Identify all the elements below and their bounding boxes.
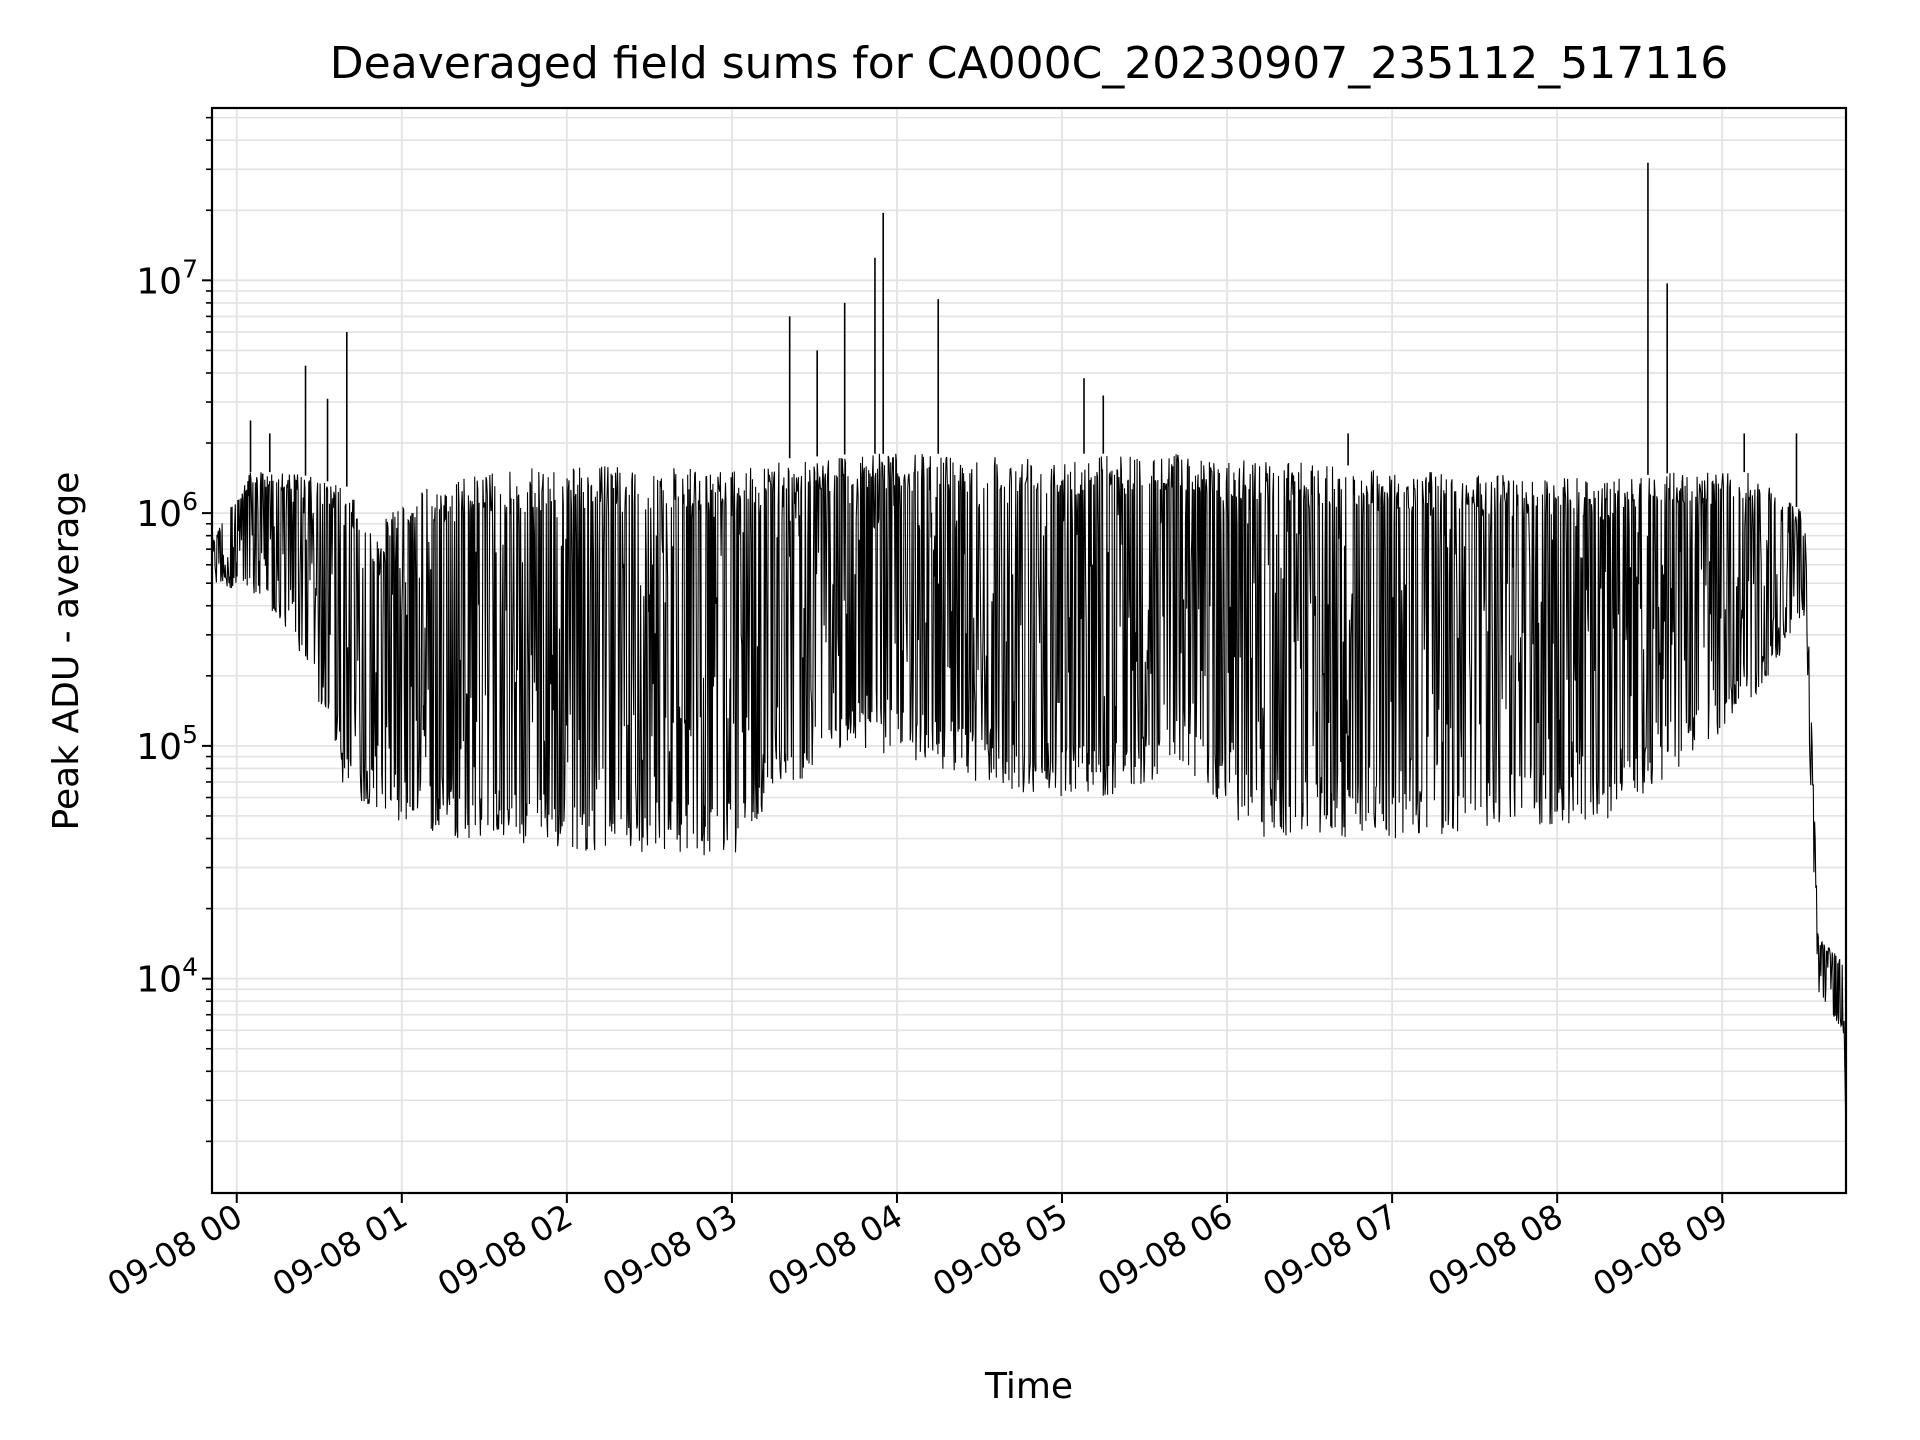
chart-title: Deaveraged field sums for CA000C_2023090… [330,38,1728,89]
y-tick-exponent: 6 [182,487,198,516]
y-tick-base: 10 [136,494,182,535]
plot-frame [210,106,1848,1195]
y-tick-base: 10 [136,727,182,768]
y-tick-label: 106 [136,487,198,535]
y-tick-label: 107 [136,254,198,302]
y-tick-exponent: 7 [182,254,198,283]
series-line [211,453,1847,1142]
y-axis-label: Peak ADU - average [46,472,87,831]
y-tick-label: 104 [136,953,198,1001]
y-tick-exponent: 4 [182,953,198,982]
data-series [211,162,1847,1142]
y-tick-label: 105 [136,720,198,768]
y-tick-base: 10 [136,261,182,302]
y-tick-exponent: 5 [182,720,198,749]
x-axis-label: Time [984,1366,1073,1407]
y-tick-base: 10 [136,960,182,1001]
